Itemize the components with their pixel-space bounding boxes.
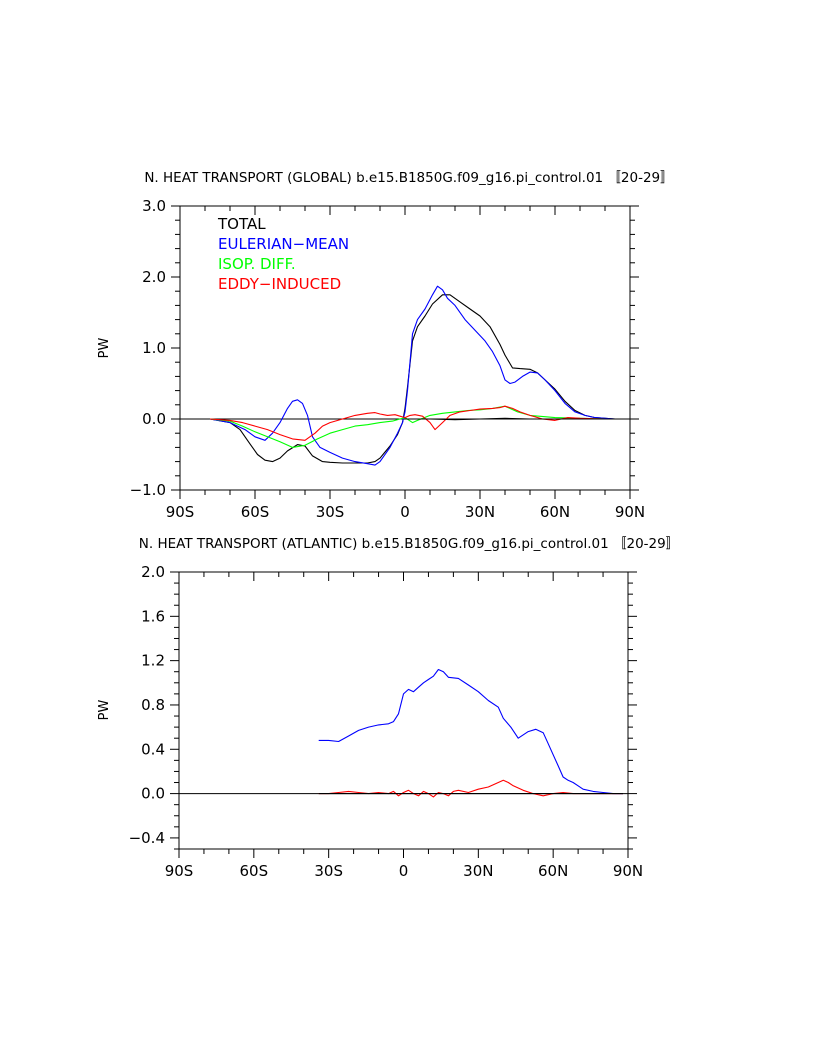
atlantic-series-group [318, 668, 623, 798]
atlantic-y-tick-label: 0.8 [141, 696, 165, 714]
global-x-tick-label: 90S [166, 503, 195, 521]
atlantic-axis-ticks [170, 571, 637, 858]
atlantic-y-tick-label: 2.0 [141, 563, 165, 581]
atlantic-x-tick-label: 30N [463, 862, 493, 880]
global-line-eddy-induced [209, 405, 625, 441]
global-chart-panel: N. HEAT TRANSPORT (GLOBAL) b.e15.B1850G.… [97, 170, 674, 521]
global-line-eulerian-mean [209, 285, 625, 466]
global-x-tick-label: 60S [241, 503, 270, 521]
atlantic-y-axis-label: PW [97, 700, 112, 721]
global-axis-ticks [171, 205, 639, 499]
global-y-tick-labels: −1.0 0.0 1.0 2.0 3.0 [130, 197, 166, 499]
global-series-group [209, 285, 625, 466]
atlantic-x-tick-label: 90S [165, 862, 194, 880]
global-line-isop-diff [209, 405, 625, 448]
atlantic-chart-title: N. HEAT TRANSPORT (ATLANTIC) b.e15.B1850… [139, 536, 679, 552]
global-y-tick-label: 3.0 [142, 197, 166, 215]
global-x-tick-label: 0 [400, 503, 410, 521]
global-x-tick-label: 60N [540, 503, 570, 521]
atlantic-y-tick-label: 1.6 [141, 607, 165, 625]
global-x-tick-labels: 90S 60S 30S 0 30N 60N 90N [166, 503, 645, 521]
global-legend: TOTAL EULERIAN−MEAN ISOP. DIFF. EDDY−IND… [217, 215, 349, 293]
atlantic-line-series-1 [318, 779, 623, 798]
atlantic-x-tick-label: 60S [240, 862, 269, 880]
atlantic-y-tick-label: 1.2 [141, 652, 165, 670]
atlantic-x-tick-label: 30S [314, 862, 343, 880]
atlantic-x-tick-label: 60N [538, 862, 568, 880]
global-x-tick-label: 90N [615, 503, 645, 521]
global-chart-title: N. HEAT TRANSPORT (GLOBAL) b.e15.B1850G.… [144, 170, 673, 186]
global-y-tick-label: 2.0 [142, 268, 166, 286]
atlantic-plot-frame [178, 571, 629, 850]
atlantic-x-tick-label: 0 [399, 862, 409, 880]
atlantic-x-tick-label: 90N [613, 862, 643, 880]
atlantic-y-tick-label: −0.4 [129, 829, 165, 847]
atlantic-chart-panel: N. HEAT TRANSPORT (ATLANTIC) b.e15.B1850… [97, 536, 679, 880]
legend-isop-diff: ISOP. DIFF. [218, 255, 296, 273]
global-line-series-4 [405, 417, 625, 421]
global-x-tick-label: 30N [465, 503, 495, 521]
global-y-tick-label: 1.0 [142, 339, 166, 357]
global-y-axis-label: PW [97, 338, 112, 359]
atlantic-y-tick-label: 0.0 [141, 785, 165, 803]
legend-total: TOTAL [217, 215, 266, 233]
atlantic-y-tick-labels: −0.4 0.0 0.4 0.8 1.2 1.6 2.0 [129, 563, 165, 847]
atlantic-y-tick-label: 0.4 [141, 740, 165, 758]
legend-eddy-induced: EDDY−INDUCED [218, 275, 341, 293]
legend-eulerian-mean: EULERIAN−MEAN [218, 235, 349, 253]
atlantic-line-series-0 [318, 668, 623, 795]
atlantic-x-tick-labels: 90S 60S 30S 0 30N 60N 90N [165, 862, 643, 880]
global-y-tick-label: 0.0 [142, 410, 166, 428]
global-x-tick-label: 30S [316, 503, 345, 521]
global-y-tick-label: −1.0 [130, 481, 166, 499]
